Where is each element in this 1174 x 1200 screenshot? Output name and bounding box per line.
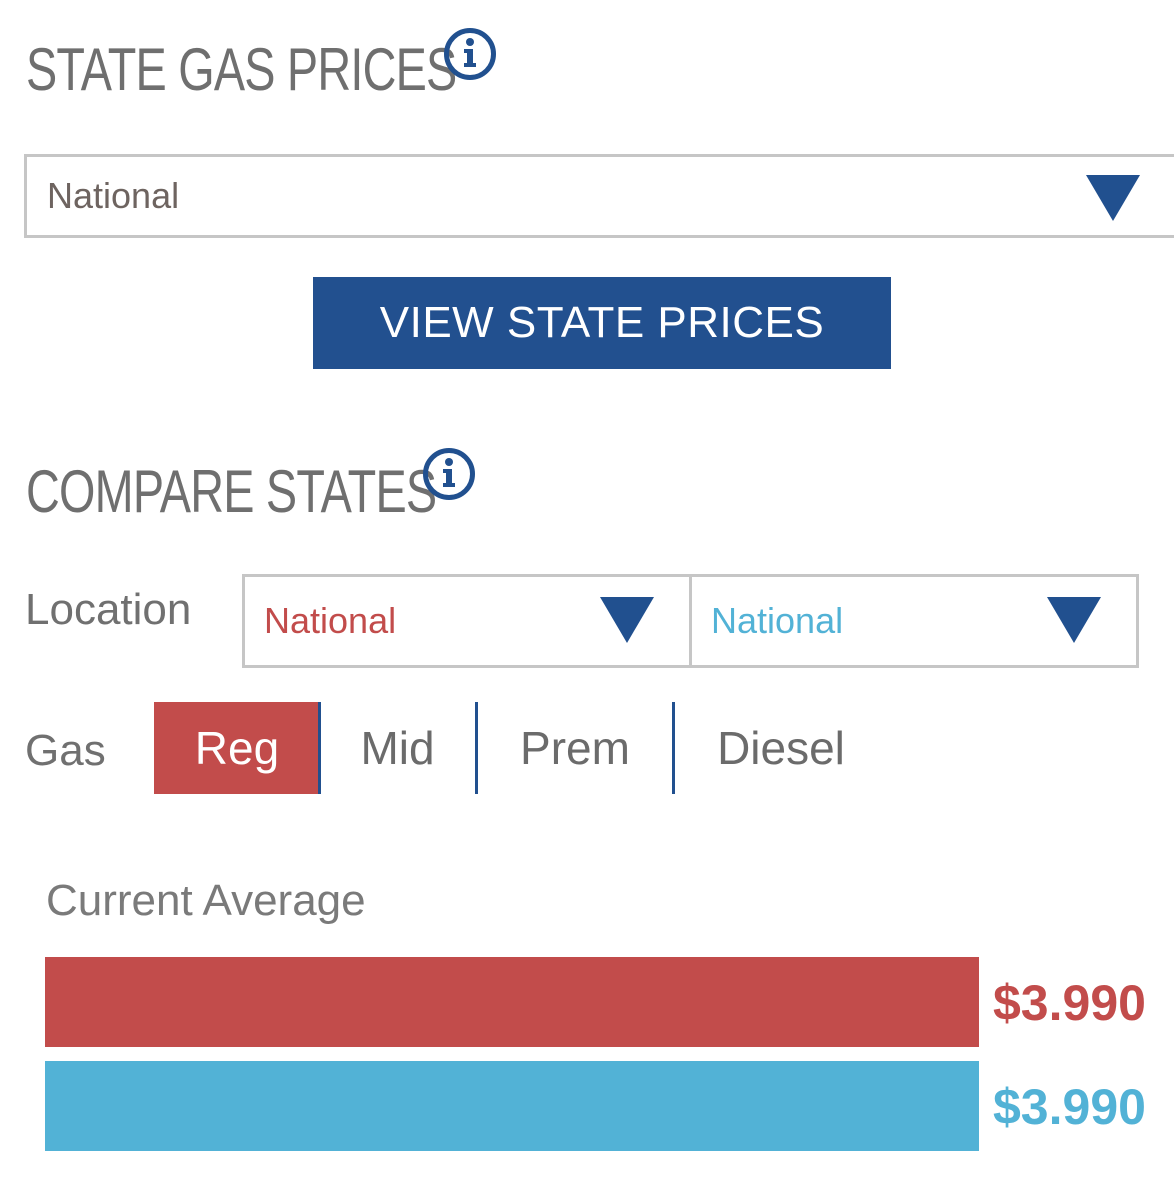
chevron-down-icon	[600, 597, 654, 643]
location-1-select[interactable]: National	[242, 574, 692, 668]
view-state-prices-button[interactable]: VIEW STATE PRICES	[313, 277, 891, 369]
chevron-down-icon	[1086, 175, 1140, 221]
location-2-value: National	[711, 600, 844, 641]
price-value-location-2: $3.990	[993, 1079, 1146, 1135]
info-circle-icon[interactable]	[422, 447, 476, 501]
tab-divider	[475, 702, 478, 794]
info-circle-icon[interactable]	[443, 27, 497, 81]
chevron-down-icon	[1047, 597, 1101, 643]
price-bar-location-1	[45, 957, 979, 1047]
location-2-select[interactable]: National	[689, 574, 1139, 668]
current-average-label: Current Average	[46, 876, 366, 925]
tab-mid[interactable]: Mid	[360, 722, 435, 774]
state-select[interactable]: National	[24, 154, 1174, 238]
state-gas-prices-title: STATE GAS PRICES	[26, 36, 457, 103]
tab-reg[interactable]: Reg	[154, 702, 320, 794]
gas-label: Gas	[25, 726, 106, 775]
tab-prem[interactable]: Prem	[520, 722, 630, 774]
compare-states-title: COMPARE STATES	[26, 458, 437, 525]
location-label: Location	[25, 585, 192, 634]
state-select-value: National	[47, 175, 180, 216]
tab-divider	[318, 702, 321, 794]
tab-diesel[interactable]: Diesel	[717, 722, 845, 774]
location-1-value: National	[264, 600, 397, 641]
price-value-location-1: $3.990	[993, 975, 1146, 1031]
tab-divider	[672, 702, 675, 794]
price-bar-location-2	[45, 1061, 979, 1151]
